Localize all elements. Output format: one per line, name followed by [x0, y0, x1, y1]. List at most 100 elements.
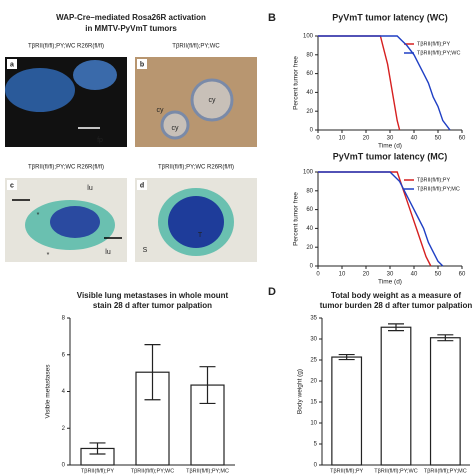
series-line	[318, 35, 451, 131]
y-axis-label: Percent tumor free	[293, 192, 300, 246]
bar	[429, 337, 461, 466]
bar	[380, 326, 412, 466]
y-tick-label: 100	[303, 170, 314, 176]
x-tick-label: 30	[387, 136, 394, 142]
x-tick-label: TβRII(fl/fl);PY;WC	[374, 468, 417, 474]
chart-title: PyVmT tumor latency (MC)	[333, 151, 448, 161]
y-tick-label: 60	[306, 71, 313, 77]
x-tick-label: 0	[316, 136, 320, 142]
cyst	[160, 110, 190, 140]
y-tick-label: 20	[310, 379, 317, 385]
x-tick-label: TβRII(fl/fl);PY;MC	[424, 468, 467, 474]
y-tick-label: 80	[306, 52, 313, 58]
y-axis-label: Percent tumor free	[293, 56, 300, 110]
y-tick-label: 8	[62, 316, 66, 322]
x-tick-label: 20	[363, 272, 370, 278]
y-tick-label: 15	[310, 400, 317, 406]
y-tick-label: 20	[306, 109, 313, 115]
x-tick-label: TβRII(fl/fl);PY	[330, 468, 363, 474]
error-bar	[437, 334, 454, 342]
panel-letter: B	[268, 12, 276, 24]
x-tick-label: 0	[316, 272, 320, 278]
chart-title: Total body weight as a measure of tumor b…	[320, 291, 473, 310]
error-bar	[388, 323, 404, 332]
x-tick-label: TβRII(fl/fl);PY	[81, 468, 114, 474]
image-mark: cy	[157, 107, 165, 114]
image-caption: TβRII(fl/fl);PY;WC R26R(fl/fl)	[28, 44, 104, 50]
error-bar	[199, 366, 216, 405]
image-mark: fp	[97, 137, 103, 144]
stain	[5, 68, 75, 112]
stain	[50, 206, 100, 238]
x-axis-label: Time (d)	[378, 279, 402, 286]
image-letter: b	[140, 61, 144, 68]
x-tick-label: 40	[411, 272, 418, 278]
image-letter: c	[10, 182, 14, 189]
panel-a-title: in MMTV-PyVmT tumors	[85, 24, 177, 33]
error-bar	[144, 344, 161, 401]
image-caption: TβRII(fl/fl);PY;WC R26R(fl/fl)	[158, 165, 234, 171]
image-mark: cy	[172, 125, 180, 132]
y-tick-label: 35	[310, 316, 317, 322]
x-tick-label: 10	[339, 272, 346, 278]
x-tick-label: TβRII(fl/fl);PY;MC	[186, 468, 229, 474]
letter-box	[7, 59, 17, 69]
y-tick-label: 4	[62, 389, 66, 395]
y-tick-label: 0	[310, 128, 314, 134]
y-tick-label: 2	[62, 426, 66, 432]
y-tick-label: 0	[62, 463, 66, 469]
x-tick-label: 20	[363, 136, 370, 142]
image-mark: *	[47, 252, 50, 259]
y-tick-label: 60	[306, 207, 313, 213]
y-tick-label: 25	[310, 358, 317, 364]
y-tick-label: 40	[306, 226, 313, 232]
y-tick-label: 30	[310, 337, 317, 343]
x-tick-label: 60	[459, 136, 466, 142]
legend-label: TβRII(fl/fl);PY	[417, 177, 450, 183]
y-tick-label: 100	[303, 34, 314, 40]
image-caption: TβRII(fl/fl);PY;WC	[172, 44, 220, 50]
legend-label: TβRII(fl/fl);PY;WC	[417, 50, 460, 56]
panel-letter: D	[268, 286, 276, 298]
y-tick-label: 10	[310, 421, 317, 427]
legend-label: TβRII(fl/fl);PY	[417, 41, 450, 47]
x-tick-label: 40	[411, 136, 418, 142]
y-axis-label: Body weight (g)	[297, 369, 304, 414]
x-tick-label: TβRII(fl/fl);PY;WC	[131, 468, 174, 474]
cyst	[190, 78, 234, 122]
image-caption: TβRII(fl/fl);PY;WC R26R(fl/fl)	[28, 165, 104, 171]
bar	[331, 356, 363, 466]
y-tick-label: 80	[306, 188, 313, 194]
x-axis-label: Time (d)	[378, 143, 402, 150]
series-line	[318, 171, 444, 267]
image-letter: d	[140, 182, 144, 189]
stain	[168, 196, 224, 248]
chart-title: Visible lung metastases in whole mount st…	[77, 291, 229, 310]
error-bar	[89, 442, 106, 455]
stain	[73, 60, 117, 90]
y-axis-label: Visible metastases	[45, 364, 52, 419]
chart-title: PyVmT tumor latency (WC)	[332, 12, 448, 22]
image-mark: lu	[105, 249, 111, 256]
letter-box	[137, 59, 147, 69]
panel-a-title: WAP-Cre–mediated Rosa26R activation	[56, 13, 206, 22]
y-tick-label: 0	[310, 264, 314, 270]
x-tick-label: 50	[435, 272, 442, 278]
series-line	[318, 171, 432, 267]
x-tick-label: 30	[387, 272, 394, 278]
letter-box	[7, 180, 17, 190]
image-mark: lu	[87, 185, 93, 192]
y-tick-label: 6	[62, 352, 66, 358]
image-mark: S	[143, 247, 148, 254]
image-mark: *	[37, 212, 40, 219]
y-tick-label: 40	[306, 90, 313, 96]
x-tick-label: 10	[339, 136, 346, 142]
legend-label: TβRII(fl/fl);PY;MC	[417, 186, 460, 192]
y-tick-label: 5	[314, 442, 318, 448]
error-bar	[338, 353, 355, 361]
image-mark: cy	[209, 97, 217, 104]
letter-box	[137, 180, 147, 190]
image-mark: T	[198, 232, 203, 239]
y-tick-label: 20	[306, 245, 313, 251]
